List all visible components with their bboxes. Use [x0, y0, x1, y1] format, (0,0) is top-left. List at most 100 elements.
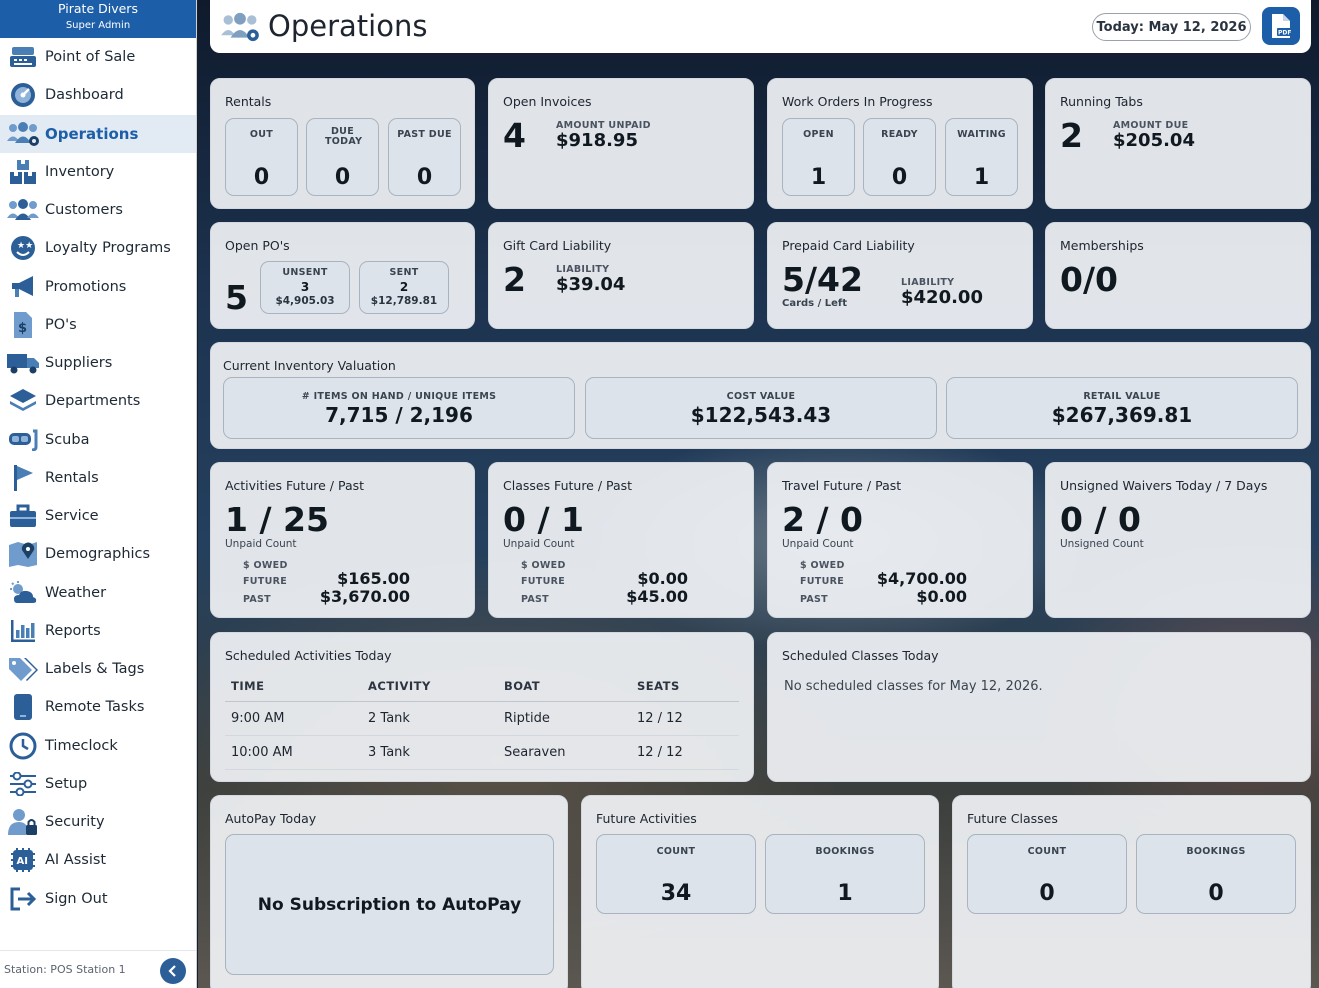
svg-text:PDF: PDF — [1278, 30, 1291, 37]
nav-label: Departments — [45, 393, 141, 409]
nav-item-scuba[interactable]: Scuba — [0, 421, 196, 459]
nav-item-setup[interactable]: Setup — [0, 765, 196, 803]
work-orders-waiting-tile[interactable]: WAITING 1 — [945, 118, 1018, 196]
future-classes-bookings-tile[interactable]: BOOKINGS 0 — [1136, 834, 1296, 914]
nav-label: Labels & Tags — [45, 661, 145, 677]
column-header: ACTIVITY — [362, 673, 498, 702]
work-orders-ready-tile[interactable]: READY 0 — [863, 118, 936, 196]
nav-item-labels-tags[interactable]: Labels & Tags — [0, 650, 196, 688]
nav-label: Security — [45, 814, 105, 830]
unpaid-count-value: 1 / 25 — [225, 500, 329, 539]
card-title: Scheduled Classes Today — [782, 648, 939, 663]
unpaid-count-value: 0 / 1 — [503, 500, 584, 539]
future-owed-value: $4,700.00 — [876, 569, 967, 588]
map-pin-icon — [0, 540, 45, 568]
unpaid-count-value: 2 / 0 — [782, 500, 863, 539]
tile-value: 0 — [334, 165, 351, 190]
future-activities-card[interactable]: Future Activities COUNT 34 BOOKINGS 1 — [581, 795, 939, 988]
travel-future-past-card[interactable]: Travel Future / Past 2 / 0 Unpaid Count … — [767, 462, 1033, 618]
running-tabs-card[interactable]: Running Tabs 2 AMOUNT DUE $205.04 — [1045, 78, 1311, 209]
nav-item-weather[interactable]: Weather — [0, 574, 196, 612]
past-owed-value: $0.00 — [916, 587, 967, 606]
nav-label: Sign Out — [45, 891, 108, 907]
tile-caption: OUT — [249, 129, 274, 140]
tile-caption: COUNT — [1027, 846, 1067, 857]
tile-value: 7,715 / 2,196 — [325, 403, 473, 427]
nav-item-rentals[interactable]: Rentals — [0, 459, 196, 497]
scheduled-activities-card: Scheduled Activities Today TIME ACTIVITY… — [210, 632, 754, 782]
amount-unpaid-value: $918.95 — [556, 130, 638, 151]
rentals-past-due-tile[interactable]: PAST DUE 0 — [388, 118, 461, 196]
nav-item-departments[interactable]: Departments — [0, 382, 196, 420]
card-title: Current Inventory Valuation — [223, 358, 396, 373]
open-invoices-card[interactable]: Open Invoices 4 AMOUNT UNPAID $918.95 — [488, 78, 754, 209]
nav-item-promotions[interactable]: Promotions — [0, 268, 196, 306]
nav-item-point-of-sale[interactable]: Point of Sale — [0, 38, 196, 76]
nav-label: Promotions — [45, 279, 127, 295]
card-title: Future Classes — [967, 811, 1058, 826]
table-row[interactable]: 9:00 AM 2 Tank Riptide 12 / 12 — [225, 701, 739, 736]
po-unsent-tile[interactable]: UNSENT 3 $4,905.03 — [260, 261, 350, 314]
operations-icon — [0, 121, 45, 147]
prepaid-cards-left: 5/42 — [782, 260, 863, 299]
inventory-valuation-card[interactable]: Current Inventory Valuation # ITEMS ON H… — [210, 342, 1311, 449]
nav-item-pos[interactable]: $ PO's — [0, 306, 196, 344]
unsigned-count-value: 0 / 0 — [1060, 500, 1141, 539]
future-classes-count-tile[interactable]: COUNT 0 — [967, 834, 1127, 914]
user-role: Super Admin — [65, 20, 131, 31]
toolbox-icon — [0, 504, 45, 528]
nav-item-dashboard[interactable]: Dashboard — [0, 76, 196, 114]
weather-icon — [0, 580, 45, 606]
svg-text:★★: ★★ — [17, 241, 33, 251]
rentals-out-tile[interactable]: OUT 0 — [225, 118, 298, 196]
cost-value-tile[interactable]: COST VALUE $122,543.43 — [585, 377, 937, 439]
nav-label: Suppliers — [45, 355, 113, 371]
nav-item-reports[interactable]: Reports — [0, 612, 196, 650]
date-display: Today: May 12, 2026 — [1092, 13, 1251, 41]
items-on-hand-tile[interactable]: # ITEMS ON HAND / UNIQUE ITEMS 7,715 / 2… — [223, 377, 575, 439]
nav-label: Operations — [45, 125, 139, 143]
nav-item-sign-out[interactable]: Sign Out — [0, 880, 196, 918]
po-count: 5 — [225, 278, 248, 317]
rentals-due-today-tile[interactable]: DUE TODAY 0 — [306, 118, 379, 196]
future-activities-count-tile[interactable]: COUNT 34 — [596, 834, 756, 914]
retail-value-tile[interactable]: RETAIL VALUE $267,369.81 — [946, 377, 1298, 439]
autopay-today-card: AutoPay Today No Subscription to AutoPay — [210, 795, 568, 988]
open-pos-card[interactable]: Open PO's 5 UNSENT 3 $4,905.03 SENT 2 $1… — [210, 222, 475, 329]
gift-card-liability-card[interactable]: Gift Card Liability 2 LIABILITY $39.04 — [488, 222, 754, 329]
nav-item-loyalty-programs[interactable]: ★★ Loyalty Programs — [0, 229, 196, 267]
nav-item-service[interactable]: Service — [0, 497, 196, 535]
column-header: SEATS — [631, 673, 739, 702]
page-header: Operations Today: May 12, 2026 PDF — [210, 0, 1311, 53]
nav-item-demographics[interactable]: Demographics — [0, 535, 196, 573]
nav-item-inventory[interactable]: Inventory — [0, 153, 196, 191]
prepaid-card-liability-card[interactable]: Prepaid Card Liability 5/42 Cards / Left… — [767, 222, 1033, 329]
classes-future-past-card[interactable]: Classes Future / Past 0 / 1 Unpaid Count… — [488, 462, 754, 618]
nav-item-ai-assist[interactable]: AI AI Assist — [0, 841, 196, 879]
inventory-icon — [0, 159, 45, 185]
nav-item-operations[interactable]: Operations — [0, 115, 196, 153]
nav-label: Service — [45, 508, 99, 524]
po-sent-tile[interactable]: SENT 2 $12,789.81 — [359, 261, 449, 314]
activities-future-past-card[interactable]: Activities Future / Past 1 / 25 Unpaid C… — [210, 462, 475, 618]
work-orders-open-tile[interactable]: OPEN 1 — [782, 118, 855, 196]
future-activities-bookings-tile[interactable]: BOOKINGS 1 — [765, 834, 925, 914]
nav-item-suppliers[interactable]: Suppliers — [0, 344, 196, 382]
card-title: Memberships — [1060, 238, 1144, 253]
nav-item-customers[interactable]: Customers — [0, 191, 196, 229]
customers-icon — [0, 198, 45, 222]
nav-item-remote-tasks[interactable]: Remote Tasks — [0, 688, 196, 726]
collapse-sidebar-button[interactable] — [160, 958, 186, 984]
nav-item-timeclock[interactable]: Timeclock — [0, 727, 196, 765]
pdf-export-button[interactable]: PDF — [1262, 7, 1300, 45]
rentals-card[interactable]: Rentals OUT 0 DUE TODAY 0 PAST DUE 0 — [210, 78, 475, 209]
past-label: PAST — [243, 594, 271, 605]
nav-item-security[interactable]: Security — [0, 803, 196, 841]
future-classes-card[interactable]: Future Classes COUNT 0 BOOKINGS 0 — [952, 795, 1311, 988]
memberships-card[interactable]: Memberships 0/0 — [1045, 222, 1311, 329]
table-row[interactable]: 10:00 AM 3 Tank Searaven 12 / 12 — [225, 735, 739, 770]
tile-value: 0 — [891, 165, 908, 190]
card-title: Scheduled Activities Today — [225, 648, 392, 663]
unsigned-waivers-card[interactable]: Unsigned Waivers Today / 7 Days 0 / 0 Un… — [1045, 462, 1311, 618]
work-orders-card[interactable]: Work Orders In Progress OPEN 1 READY 0 W… — [767, 78, 1033, 209]
